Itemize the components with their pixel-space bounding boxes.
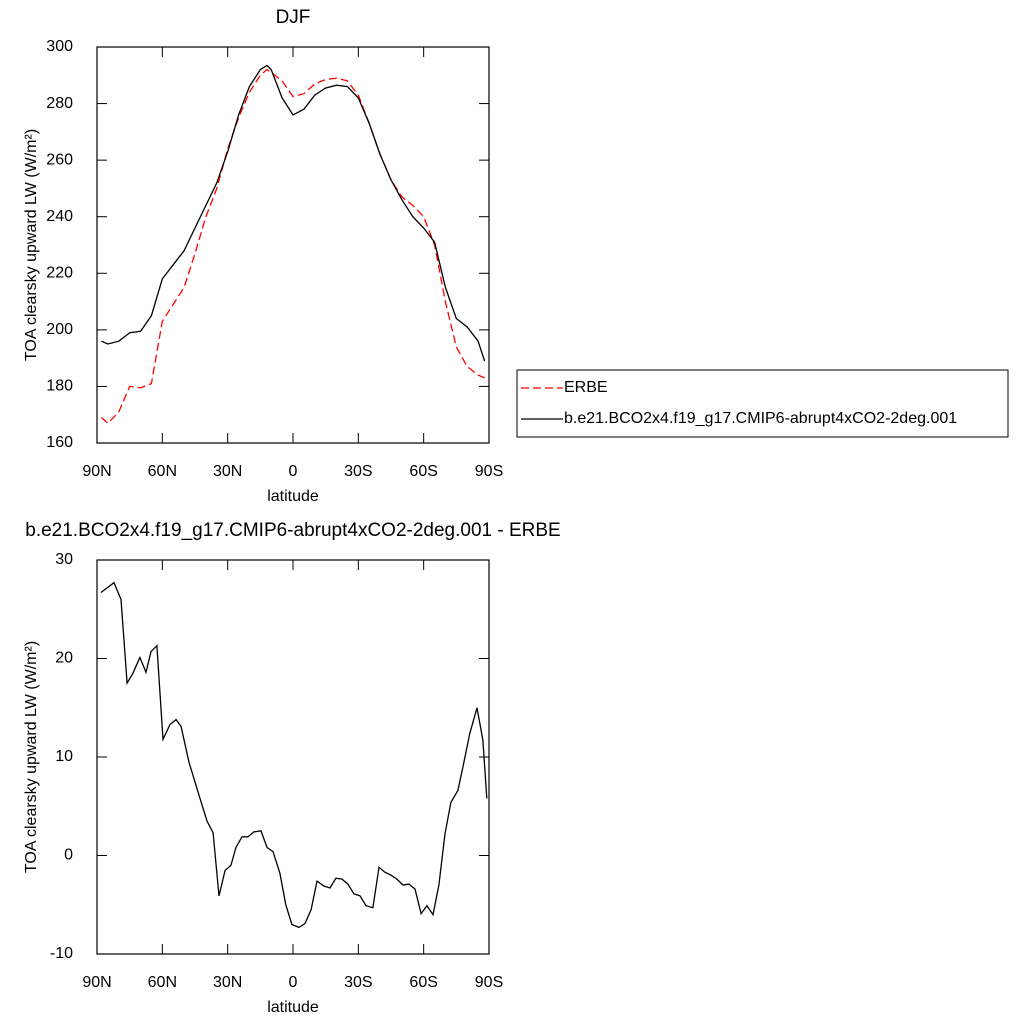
y-tick-label: 30	[55, 551, 73, 568]
y-tick-label: 260	[46, 151, 73, 168]
data-line	[101, 64, 486, 362]
chart-title: DJF	[276, 7, 311, 28]
x-tick-label: 90N	[82, 463, 111, 480]
y-tick-label: 200	[46, 321, 73, 338]
x-tick-label: 30N	[213, 463, 242, 480]
x-tick-label: 90S	[475, 974, 503, 991]
x-tick-label: 30S	[344, 463, 372, 480]
y-tick-label: 20	[55, 650, 73, 667]
chart-title: b.e21.BCO2x4.f19_g17.CMIP6-abrupt4xCO2-2…	[25, 520, 560, 541]
x-tick-label: 60N	[148, 974, 177, 991]
y-tick-label: 160	[46, 434, 73, 451]
x-tick-label: 30N	[213, 974, 242, 991]
x-tick-label: 60S	[409, 463, 437, 480]
x-axis-label: latitude	[267, 488, 319, 505]
x-axis-label: latitude	[267, 999, 319, 1016]
y-tick-label: 280	[46, 95, 73, 112]
y-axis-label: TOA clearsky upward LW (W/m²)	[23, 641, 40, 873]
y-tick-label: 300	[46, 38, 73, 55]
y-tick-label: 220	[46, 265, 73, 282]
legend-label: b.e21.BCO2x4.f19_g17.CMIP6-abrupt4xCO2-2…	[564, 410, 957, 427]
y-axis-label: TOA clearsky upward LW (W/m²)	[23, 129, 40, 361]
x-tick-label: 90N	[82, 974, 111, 991]
legend-box	[516, 369, 1009, 438]
data-line	[100, 68, 485, 425]
x-tick-label: 0	[289, 974, 298, 991]
x-tick-label: 0	[289, 463, 298, 480]
y-tick-label: 0	[64, 847, 73, 864]
x-tick-label: 30S	[344, 974, 372, 991]
x-tick-label: 60N	[148, 463, 177, 480]
y-tick-label: 180	[46, 378, 73, 395]
y-tick-label: 10	[55, 748, 73, 765]
x-tick-label: 60S	[409, 974, 437, 991]
x-tick-label: 90S	[475, 463, 503, 480]
data-line	[100, 581, 488, 929]
plot-frame	[96, 559, 490, 955]
y-tick-label: -10	[50, 945, 73, 962]
legend-label: ERBE	[564, 379, 608, 396]
y-tick-label: 240	[46, 208, 73, 225]
plot-frame	[96, 46, 490, 444]
